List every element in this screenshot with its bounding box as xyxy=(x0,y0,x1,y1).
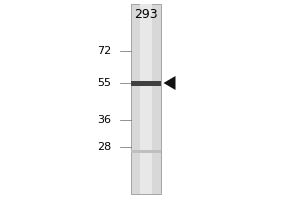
Bar xyxy=(130,4,160,194)
Bar xyxy=(130,150,160,152)
Text: 72: 72 xyxy=(97,46,111,56)
Text: 293: 293 xyxy=(134,8,157,21)
Bar xyxy=(130,80,160,86)
Text: 36: 36 xyxy=(97,115,111,125)
Text: 28: 28 xyxy=(97,142,111,152)
Text: 55: 55 xyxy=(97,78,111,88)
Polygon shape xyxy=(164,76,175,90)
Bar xyxy=(140,4,152,194)
